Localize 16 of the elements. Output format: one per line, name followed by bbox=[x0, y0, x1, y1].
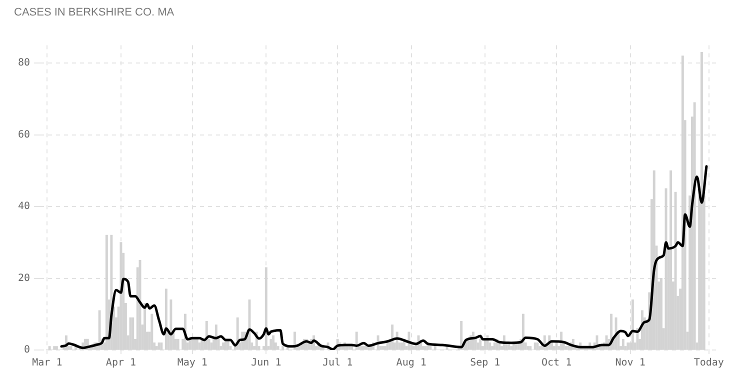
x-tick-label: Mar 1 bbox=[32, 358, 62, 369]
x-tick-label: Oct 1 bbox=[541, 358, 572, 369]
y-tick-label: 0 bbox=[24, 344, 30, 356]
x-tick-label: Today bbox=[694, 358, 724, 369]
y-tick-label: 80 bbox=[18, 58, 30, 69]
x-tick-label: Sep 1 bbox=[470, 358, 500, 369]
x-tick-label: Jun 1 bbox=[251, 358, 282, 369]
x-tick-label: Nov 1 bbox=[615, 358, 646, 369]
y-tick-label: 20 bbox=[18, 272, 30, 284]
y-tick-label: 40 bbox=[18, 201, 30, 212]
x-tick-label: Apr 1 bbox=[106, 358, 136, 369]
chart-title: CASES IN BERKSHIRE CO. MA bbox=[14, 6, 175, 19]
x-tick-label: Jul 1 bbox=[322, 358, 353, 369]
x-tick-label: May 1 bbox=[177, 358, 208, 369]
y-tick-label: 60 bbox=[18, 129, 30, 140]
x-tick-label: Aug 1 bbox=[396, 358, 426, 369]
